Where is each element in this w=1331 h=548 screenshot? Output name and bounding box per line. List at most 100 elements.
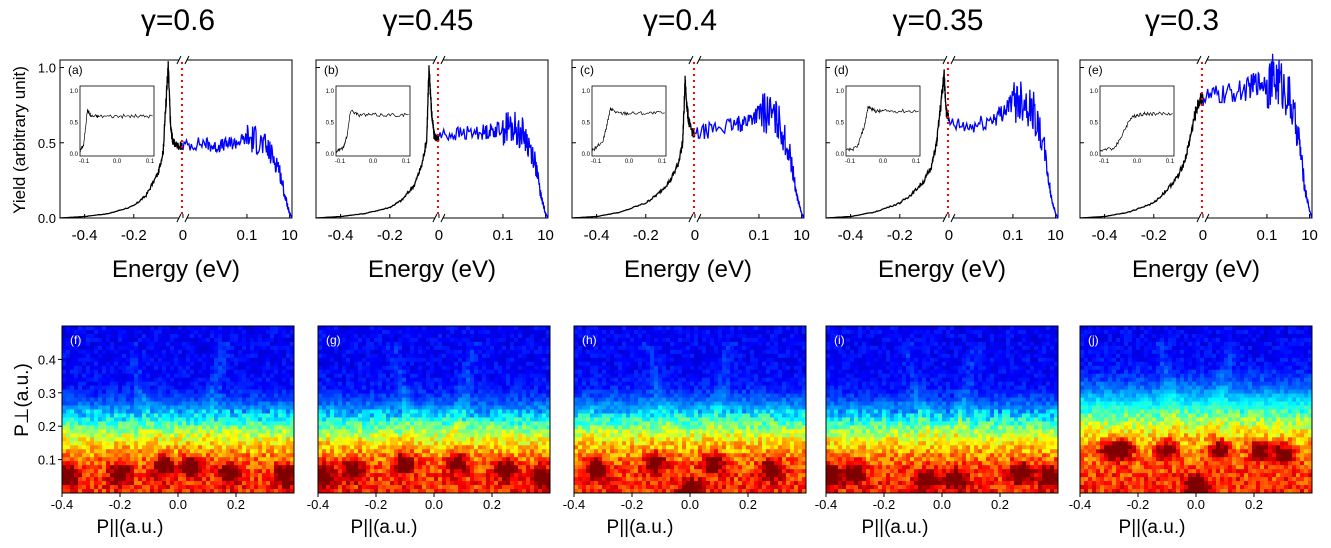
heatmap-cell: [526, 413, 531, 418]
heatmap-cell: [142, 377, 147, 383]
heatmap-cell: [70, 489, 75, 493]
heatmap-cell: [486, 457, 491, 462]
heatmap-cell: [166, 433, 171, 438]
heatmap-cell: [198, 397, 203, 402]
heatmap-cell: [266, 361, 271, 367]
heatmap-cell: [358, 485, 363, 490]
heatmap-cell: [494, 461, 499, 466]
heatmap-cell: [126, 453, 131, 458]
heatmap-cell: [394, 417, 399, 422]
heatmap-cell: [434, 397, 439, 402]
heatmap-cell: [322, 326, 327, 331]
heatmap-cell: [150, 449, 155, 454]
heatmap-cell: [90, 381, 95, 387]
heatmap-cell: [446, 333, 451, 339]
heatmap-cell: [474, 405, 479, 410]
heatmap-cell: [122, 489, 127, 493]
heatmap-cell: [246, 481, 251, 486]
heatmap-cell: [98, 373, 103, 379]
heatmap-cell: [526, 401, 531, 406]
heatmap-cell: [202, 381, 207, 387]
heatmap-cell: [386, 481, 391, 486]
heatmap-cell: [222, 489, 227, 493]
heatmap-cell: [106, 425, 111, 430]
heatmap-cell: [358, 365, 363, 371]
inset-line: [79, 108, 153, 153]
heatmap-cell: [322, 381, 327, 387]
heatmap-cell: [278, 469, 283, 474]
heatmap-cell: [430, 345, 435, 351]
heatmap-cell: [202, 489, 207, 493]
heatmap-cell: [150, 465, 155, 470]
heatmap-cell: [134, 421, 139, 426]
heatmap-cell: [378, 377, 383, 383]
heatmap-cell: [158, 333, 163, 339]
heatmap-cell: [458, 453, 463, 458]
heatmap-cell: [174, 385, 179, 391]
heatmap-cell: [438, 417, 443, 422]
heatmap-cell: [178, 337, 183, 343]
heatmap-cell: [226, 373, 231, 379]
heatmap-cell: [382, 477, 387, 482]
heatmap-cell: [206, 326, 211, 331]
heatmap-cell: [466, 357, 471, 363]
heatmap-cell: [342, 457, 347, 462]
heatmap-cell: [66, 361, 71, 367]
heatmap-cell: [114, 425, 119, 430]
heatmap-cell: [274, 373, 279, 379]
heatmap-cell: [514, 381, 519, 387]
heatmap-cell: [506, 413, 511, 418]
heatmap-cell: [546, 385, 550, 391]
heatmap-cell: [126, 409, 131, 414]
heatmap-cell: [290, 397, 294, 402]
heatmap-cell: [330, 365, 335, 371]
heatmap-cell: [442, 449, 447, 454]
heatmap-cell: [538, 329, 543, 335]
heatmap-cell: [198, 345, 203, 351]
heatmap-cell: [66, 385, 71, 391]
heatmap-cell: [82, 329, 87, 335]
heatmap-cell: [146, 409, 151, 414]
heatmap-cell: [82, 477, 87, 482]
heatmap-cell: [326, 353, 331, 359]
heatmap-cell: [218, 389, 223, 394]
heatmap-cell: [514, 337, 519, 343]
heatmap-cell: [538, 345, 543, 351]
heatmap-cell: [358, 401, 363, 406]
heatmap-cell: [182, 425, 187, 430]
heatmap-cell: [238, 405, 243, 410]
heatmap-cell: [130, 341, 135, 347]
heatmap-cell: [398, 473, 403, 478]
heatmap-cell: [118, 469, 123, 474]
heatmap-cell: [326, 361, 331, 367]
heatmap-cell: [82, 405, 87, 410]
heatmap-cell: [270, 441, 275, 446]
heatmap-cell: [498, 389, 503, 394]
heatmap-cell: [286, 397, 291, 402]
heatmap-cell: [350, 449, 355, 454]
heatmap-cell: [186, 353, 191, 359]
heatmap-cell: [386, 369, 391, 375]
heatmap-cell: [162, 449, 167, 454]
heatmap-cell: [538, 326, 543, 331]
heatmap-cell: [534, 345, 539, 351]
heatmap-cell: [518, 457, 523, 462]
heatmap-cell: [82, 489, 87, 493]
heatmap-cell: [462, 429, 467, 434]
heatmap-cell: [174, 365, 179, 371]
heatmap-cell: [462, 397, 467, 402]
heatmap-cell: [102, 421, 107, 426]
heatmap-cell: [86, 425, 91, 430]
heatmap-cell: [478, 405, 483, 410]
heatmap-cell: [410, 449, 415, 454]
heatmap-cell: [114, 329, 119, 335]
heatmap-cell: [110, 477, 115, 482]
heatmap-cell: [450, 477, 455, 482]
heatmap-cell: [250, 353, 255, 359]
heatmap-cell: [150, 453, 155, 458]
heatmap-cell: [118, 421, 123, 426]
x-tick-label: -0.4: [72, 227, 98, 244]
heatmap-cell: [262, 421, 267, 426]
heatmap-cell: [278, 326, 283, 331]
